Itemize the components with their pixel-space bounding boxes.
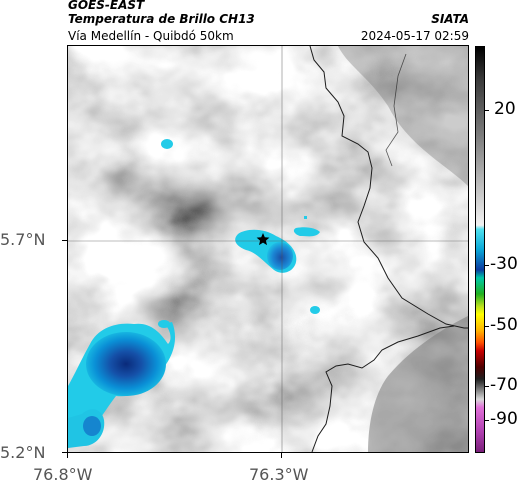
datetime-label: 2024-05-17 02:59 xyxy=(360,29,469,43)
brightness-temperature-map xyxy=(68,46,468,452)
lat-tick-5-2 xyxy=(62,452,67,453)
colorbar-tick-minus70 xyxy=(485,386,489,387)
small-cell-west xyxy=(158,320,170,328)
star-icon xyxy=(256,233,270,246)
convective-core-center xyxy=(267,242,293,270)
northeast-dark-cloud xyxy=(338,46,468,186)
lon-label-76-8: 76.8°W xyxy=(33,465,93,484)
colorbar-tick-20 xyxy=(485,110,489,111)
small-cell-east xyxy=(293,227,320,237)
convective-core-south-edge xyxy=(83,416,101,436)
lon-label-76-3: 76.3°W xyxy=(249,465,309,484)
product-title: Temperatura de Brillo CH13 xyxy=(68,12,255,26)
satellite-name: GOES-EAST xyxy=(68,0,145,12)
colorbar-tick-minus30 xyxy=(485,265,489,266)
colorbar xyxy=(475,46,485,453)
colorbar-label-minus90: -90 xyxy=(490,409,518,429)
lon-tick-76-3 xyxy=(281,453,282,458)
convective-core-southwest xyxy=(86,332,166,396)
colorbar-label-minus50: -50 xyxy=(490,315,518,335)
lon-tick-76-8 xyxy=(67,453,68,458)
lat-label-5-7: 5.7°N xyxy=(0,230,46,249)
small-cell-south xyxy=(310,306,320,314)
route-subtitle: Vía Medellín - Quibdó 50km xyxy=(68,29,234,43)
colorbar-label-20: 20 xyxy=(494,99,516,119)
colorbar-label-minus30: -30 xyxy=(490,254,518,274)
colorbar-tick-minus50 xyxy=(485,326,489,327)
colorbar-label-minus70: -70 xyxy=(490,375,518,395)
border-line-south xyxy=(311,325,455,452)
satellite-map xyxy=(67,45,469,453)
small-cell-north xyxy=(161,139,173,149)
lat-tick-5-7 xyxy=(62,240,67,241)
agency-label: SIATA xyxy=(431,12,469,26)
colorbar-tick-minus90 xyxy=(485,420,489,421)
border-line-northeast xyxy=(385,53,407,167)
eastern-dark-cloud xyxy=(368,316,468,452)
small-cell-speck xyxy=(304,216,307,219)
border-line-east xyxy=(309,46,468,329)
lat-label-5-2: 5.2°N xyxy=(0,443,46,462)
